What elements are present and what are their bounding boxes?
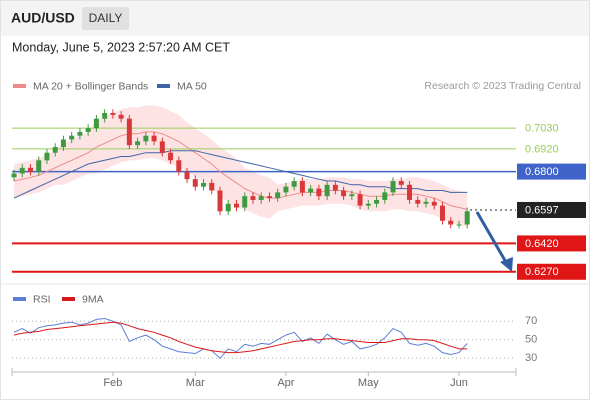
candle-body (209, 182, 215, 191)
x-tick-label: Feb (103, 377, 122, 389)
y-tick-label: 70 (525, 315, 537, 327)
candle-body (11, 173, 17, 178)
candle-body (159, 141, 165, 153)
forecast-arrowhead (500, 257, 513, 272)
candle-body (266, 196, 272, 199)
level-label: 0.6920 (525, 143, 559, 155)
candle-body (201, 182, 207, 187)
candle-body (143, 135, 149, 142)
candle-body (36, 160, 42, 172)
level-label: 0.6270 (525, 266, 559, 278)
candle-body (217, 190, 223, 212)
legend-swatch (13, 297, 26, 301)
y-tick-label: 50 (525, 334, 537, 346)
legend-label: MA 50 (177, 80, 207, 92)
candle-body (341, 190, 347, 197)
candle-body (151, 135, 157, 142)
symbol: AUD/USD (11, 10, 75, 26)
level-label: 0.6597 (525, 204, 559, 216)
candle-body (365, 203, 371, 206)
candle-body (332, 184, 338, 191)
y-tick-label: 30 (525, 352, 537, 364)
candle-body (184, 171, 190, 180)
candle-body (283, 186, 289, 193)
candle-body (69, 135, 75, 140)
timeframe-tag (82, 7, 129, 30)
candle-body (110, 113, 116, 115)
x-tick-label: Jun (450, 377, 468, 389)
source: Research © 2023 Trading Central (424, 80, 581, 92)
candle-body (52, 147, 58, 153)
candle-body (291, 181, 297, 187)
forecast-arrow (475, 211, 509, 265)
candle-body (60, 139, 66, 148)
candle-body (324, 184, 330, 197)
x-tick-label: Apr (277, 377, 294, 389)
x-tick-label: Mar (186, 377, 205, 389)
candle-body (299, 181, 305, 193)
candle-body (308, 188, 314, 193)
candle-body (390, 181, 396, 193)
candle-body (168, 152, 174, 161)
candle-body (176, 160, 182, 172)
level-tag (517, 263, 586, 280)
candle-body (242, 196, 248, 208)
candle-body (118, 114, 124, 119)
ma-line (13, 131, 468, 210)
candle-body (250, 196, 256, 200)
level-label: 0.6420 (525, 238, 559, 250)
candle-body (448, 220, 454, 225)
candle-body (85, 128, 91, 132)
candle-body (44, 152, 50, 161)
candle-body (349, 194, 355, 197)
candle-body (398, 181, 404, 185)
x-tick-label: May (358, 377, 379, 389)
legend-swatch (62, 297, 75, 301)
level-tag (517, 201, 586, 218)
candle-body (225, 203, 231, 212)
candle-body (275, 192, 281, 199)
candle-body (415, 199, 421, 204)
level-tag (517, 235, 586, 252)
candle-body (456, 224, 462, 226)
candle-body (93, 118, 99, 129)
legend-label: RSI (33, 293, 51, 305)
candle-body (258, 196, 264, 200)
legend-swatch (13, 84, 26, 88)
legend-label: 9MA (82, 293, 104, 305)
price-chart: MA 20 + Bollinger Bands MA 50 0.7030 0.6920… (11, 80, 586, 280)
legend-label: MA 20 + Bollinger Bands (33, 80, 148, 92)
candle-body (439, 205, 445, 221)
candle-body (19, 167, 25, 174)
series-line (13, 317, 468, 359)
level-tag (517, 163, 586, 180)
candle-body (192, 179, 198, 187)
candle-body (374, 199, 380, 204)
level-label: 0.7030 (525, 123, 559, 135)
rsi-chart: RSI 9MA 30 50 70 Feb Mar Apr May Jun (11, 293, 537, 389)
candle-body (27, 167, 33, 172)
candle-body (135, 141, 141, 146)
candle-body (382, 192, 388, 200)
level-label: 0.6800 (525, 166, 559, 178)
timeframe: DAILY (89, 11, 123, 25)
candle-body (233, 203, 239, 208)
candle-body (464, 211, 470, 225)
candle-body (431, 201, 437, 206)
candle-body (357, 194, 363, 206)
legend-swatch (157, 84, 170, 88)
series-line (13, 321, 468, 354)
candle-body (423, 201, 429, 204)
candle-body (102, 113, 108, 119)
candle-body (77, 131, 83, 136)
candle-body (126, 118, 132, 146)
candle-body (316, 188, 322, 197)
candle-body (407, 184, 413, 200)
date: Monday, June 5, 2023 2:57:20 AM CET (12, 40, 230, 54)
